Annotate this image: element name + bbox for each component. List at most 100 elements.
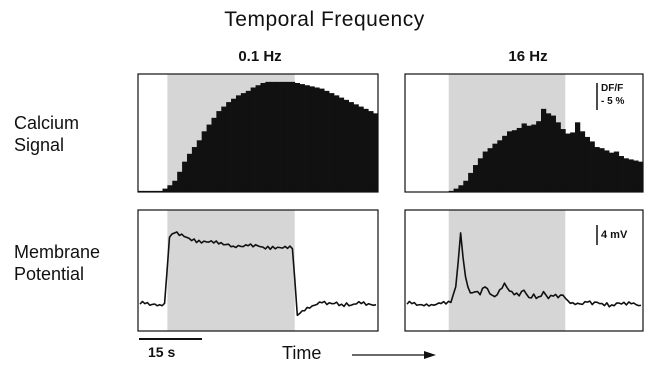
calcium-0-1hz-bar: [265, 81, 271, 192]
calcium-16hz-bar: [497, 140, 503, 192]
calcium-16hz-bar: [521, 123, 527, 192]
calcium-0-1hz-bar: [250, 87, 256, 192]
calcium-0-1hz-bar: [201, 131, 207, 192]
calcium-0-1hz-bar: [172, 180, 178, 192]
calcium-16hz-bar: [468, 172, 474, 192]
calcium-16hz-bar: [545, 113, 552, 192]
calcium-0-1hz-bar: [363, 108, 369, 192]
calcium-16hz-bar: [502, 135, 508, 192]
calcium-16hz-bar: [550, 115, 556, 192]
calcium-16hz-bar: [482, 151, 488, 192]
calcium-16hz-bar: [609, 152, 615, 192]
column-label-0-1hz: 0.1 Hz: [238, 48, 282, 65]
calcium-scale-label-line2: - 5 %: [601, 96, 625, 107]
calcium-16hz-bar: [560, 129, 566, 192]
calcium-16hz-bar: [638, 161, 644, 192]
calcium-0-1hz-bar: [353, 104, 359, 192]
membrane-16hz-stimulus-shading: [448, 210, 566, 331]
calcium-0-1hz-bar: [240, 93, 247, 192]
calcium-0-1hz-bar: [235, 95, 242, 192]
calcium-0-1hz-bar: [221, 106, 227, 192]
calcium-16hz-bar: [473, 165, 479, 192]
calcium-0-1hz-bar: [309, 86, 315, 192]
row-label-calcium-line1: Calcium: [14, 113, 80, 133]
membrane-16hz-frame: [404, 209, 644, 332]
calcium-0-1hz-bar: [245, 90, 252, 192]
calcium-0-1hz-bar: [216, 111, 222, 192]
calcium-0-1hz-bar: [338, 97, 345, 192]
column-label-16hz: 16 Hz: [508, 48, 548, 65]
calcium-0-1hz-bar: [182, 161, 188, 192]
calcium-0-1hz-bar: [358, 106, 364, 192]
calcium-0-1hz-frame: [137, 73, 379, 193]
chart-title: Temporal Frequency: [224, 8, 425, 31]
calcium-16hz-bar: [541, 108, 547, 192]
calcium-16hz-bar: [589, 141, 595, 192]
membrane-0-1hz-stimulus-shading: [167, 210, 295, 331]
calcium-16hz-bar: [628, 159, 634, 192]
calcium-0-1hz-bar: [299, 84, 305, 192]
calcium-0-1hz-bar: [167, 185, 173, 192]
calcium-16hz-bar: [453, 188, 459, 192]
calcium-0-1hz-bar: [314, 87, 320, 192]
membrane-0-1hz-trace: [139, 231, 377, 317]
calcium-0-1hz-bar: [294, 82, 301, 192]
calcium-16hz-bar: [565, 133, 571, 192]
calcium-16hz-bar: [507, 131, 513, 192]
calcium-16hz-bar: [575, 122, 581, 192]
calcium-0-1hz-bar: [255, 85, 261, 192]
calcium-0-1hz-bar: [304, 85, 310, 192]
calcium-0-1hz-bar: [333, 95, 340, 192]
calcium-16hz-bar: [531, 124, 537, 192]
calcium-0-1hz-bar: [324, 90, 330, 192]
calcium-0-1hz-bar: [231, 98, 237, 192]
calcium-0-1hz-bar: [368, 111, 374, 192]
calcium-0-1hz-bar: [348, 102, 354, 192]
calcium-16hz-bar: [555, 122, 561, 192]
calcium-0-1hz-bar: [270, 81, 276, 192]
calcium-0-1hz-bar: [343, 99, 350, 192]
calcium-16hz-bar: [477, 158, 484, 192]
calcium-0-1hz-bar: [319, 88, 325, 192]
calcium-16hz-bar: [536, 121, 542, 192]
calcium-0-1hz-bar: [329, 93, 335, 192]
calcium-16hz-bar: [594, 147, 600, 192]
calcium-0-1hz-bar: [280, 81, 286, 192]
calcium-0-1hz-bar: [177, 171, 183, 192]
calcium-0-1hz-bar: [373, 113, 379, 192]
calcium-16hz-bar: [633, 160, 639, 192]
row-label-membrane-line1: Membrane: [14, 242, 101, 262]
calcium-0-1hz-bar: [289, 81, 296, 192]
calcium-16hz-bar: [613, 151, 620, 192]
calcium-scale-label-line1: DF/F: [601, 83, 624, 94]
time-axis-label: Time: [282, 343, 322, 363]
time-arrow-icon: [424, 351, 436, 359]
membrane-0-1hz-frame: [137, 209, 379, 332]
membrane-16hz-trace: [406, 232, 642, 308]
calcium-16hz-bar: [570, 132, 576, 192]
row-label-membrane-line2: Potential: [14, 264, 85, 284]
calcium-16hz-bar: [599, 148, 605, 192]
calcium-16hz-bar: [492, 143, 498, 192]
calcium-16hz-bar: [584, 136, 590, 192]
calcium-0-1hz-bar: [275, 81, 281, 192]
calcium-16hz-bar: [463, 180, 469, 192]
calcium-0-1hz-bar: [191, 147, 198, 192]
calcium-0-1hz-bar: [206, 124, 212, 192]
calcium-0-1hz-bar: [162, 188, 168, 192]
calcium-16hz-bar: [516, 127, 522, 192]
calcium-16hz-bar: [458, 185, 464, 192]
calcium-0-1hz-bar: [196, 140, 203, 192]
row-label-calcium-line2: Signal: [14, 135, 65, 155]
calcium-0-1hz-bar: [260, 82, 266, 192]
calcium-16hz-bar: [618, 156, 624, 192]
calcium-16hz-bar: [579, 131, 586, 192]
calcium-16hz-bar: [623, 158, 629, 192]
calcium-16hz-bar: [526, 125, 532, 192]
calcium-16hz-bar: [487, 148, 493, 192]
calcium-16hz-bar: [604, 150, 610, 192]
calcium-0-1hz-bar: [211, 117, 217, 192]
calcium-16hz-frame: [404, 73, 644, 193]
calcium-16hz-bar: [511, 130, 518, 192]
